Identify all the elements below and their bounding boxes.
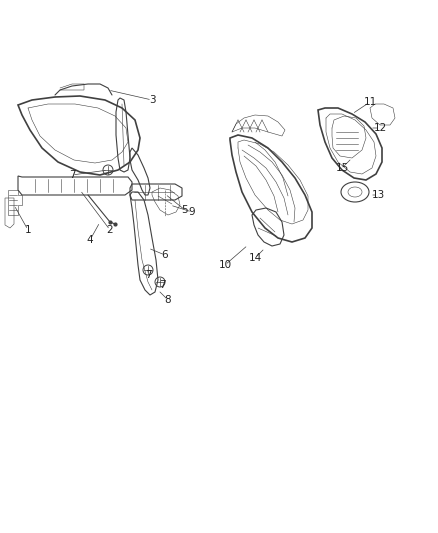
- Text: 14: 14: [248, 253, 261, 263]
- Text: 15: 15: [336, 163, 349, 173]
- Text: 5: 5: [182, 205, 188, 215]
- Text: 10: 10: [219, 260, 232, 270]
- Text: 13: 13: [371, 190, 385, 200]
- Text: 9: 9: [189, 207, 195, 217]
- Text: 7: 7: [69, 170, 75, 180]
- Text: 7: 7: [159, 280, 165, 290]
- Text: 8: 8: [165, 295, 171, 305]
- Text: 6: 6: [162, 250, 168, 260]
- Text: 12: 12: [373, 123, 387, 133]
- Text: 4: 4: [87, 235, 93, 245]
- Text: 3: 3: [148, 95, 155, 105]
- Text: 2: 2: [107, 225, 113, 235]
- Text: 1: 1: [25, 225, 31, 235]
- Text: 7: 7: [145, 270, 151, 280]
- Text: 11: 11: [364, 97, 377, 107]
